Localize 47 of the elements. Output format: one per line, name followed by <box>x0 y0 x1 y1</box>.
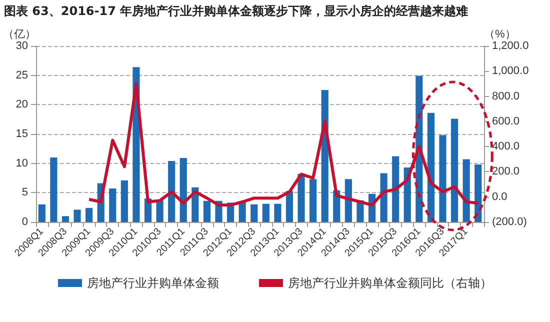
bar <box>450 118 458 222</box>
bar <box>203 200 210 222</box>
bar <box>344 179 352 222</box>
bar <box>120 180 128 222</box>
bar <box>109 188 116 222</box>
bar <box>462 159 470 222</box>
bar <box>250 204 258 222</box>
y-tick-label: 20 <box>16 98 28 111</box>
y-axis-title: （亿） <box>3 28 36 40</box>
chart-title: 图表 63、2016-17 年房地产行业并购单体金额逐步下降，显示小房企的经营越来越难 <box>4 3 468 20</box>
legend-label: 房地产行业并购单体金额 <box>87 276 219 290</box>
bar <box>180 158 187 222</box>
bar <box>286 190 294 222</box>
y2-tick-label: (200.0) <box>492 216 527 228</box>
y2-tick-label: 400.0 <box>492 140 520 153</box>
y-tick-label: 5 <box>22 186 28 199</box>
bar <box>156 200 164 222</box>
bar <box>62 216 70 222</box>
bar <box>427 112 434 222</box>
y2-tick-label: 200.0 <box>492 166 520 178</box>
legend-label: 房地产行业并购单体金额同比（右轴） <box>288 276 492 290</box>
y-tick-label: 15 <box>16 128 28 140</box>
bar <box>168 160 176 222</box>
bar <box>274 204 282 222</box>
line-series <box>88 82 480 207</box>
bar <box>474 164 482 222</box>
bar <box>439 135 446 222</box>
bar <box>238 202 246 222</box>
y-tick-label: 10 <box>16 157 28 170</box>
bar <box>392 156 400 222</box>
bar <box>50 157 58 222</box>
bar <box>262 204 270 222</box>
y2-tick-label: 1,000.0 <box>492 65 529 78</box>
y2-tick-label: 600.0 <box>492 115 520 128</box>
y2-tick-label: 1,200.0 <box>492 40 529 52</box>
y2-tick-label: 800.0 <box>492 90 520 102</box>
bar <box>380 173 388 222</box>
bar <box>74 210 81 222</box>
bar <box>310 179 317 222</box>
y2-axis-title: （%） <box>484 28 516 40</box>
bar <box>86 208 93 222</box>
y-tick-label: 30 <box>16 40 28 52</box>
y-tick-label: 25 <box>16 69 28 82</box>
y-tick-label: 0 <box>22 216 28 228</box>
bar <box>298 174 305 222</box>
y2-tick-label: 0.0 <box>492 190 508 203</box>
bar <box>38 204 46 222</box>
